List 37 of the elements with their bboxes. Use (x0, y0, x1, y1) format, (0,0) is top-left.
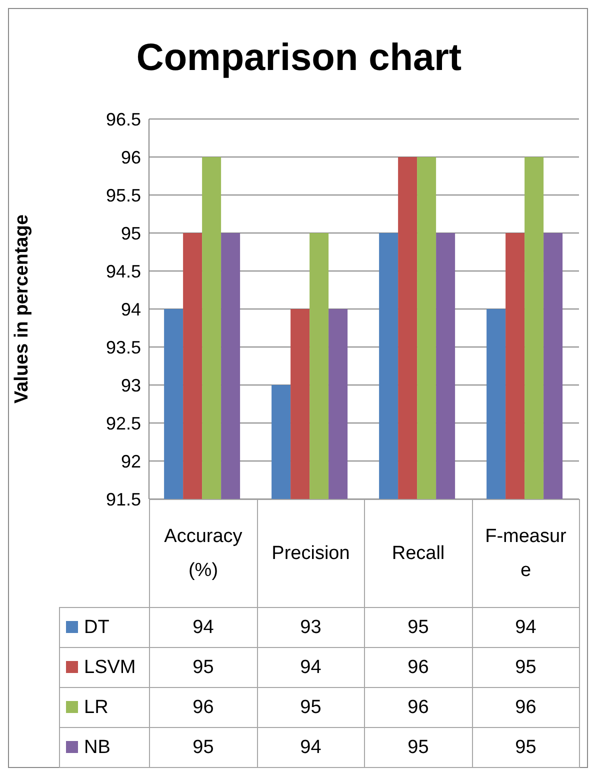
y-tick-label: 92.5 (106, 413, 141, 434)
x-tick-label: Accuracy (%) (150, 500, 257, 608)
data-label: 94 (472, 608, 580, 648)
x-tick-label: Precision (257, 500, 364, 608)
data-label: 96 (364, 648, 472, 688)
legend-label: LSVM (83, 656, 136, 678)
y-tick-label: 93 (120, 375, 141, 396)
data-label: 95 (472, 648, 580, 688)
y-tick-label: 91.5 (106, 489, 141, 510)
y-tick-label: 94.5 (106, 261, 141, 282)
x-tick-label: Recall (364, 500, 472, 608)
data-label: 95 (472, 728, 580, 768)
x-tick-label: F-measure (472, 500, 580, 608)
y-tick-label: 95.5 (106, 185, 141, 206)
y-axis-title: Values in percentage (12, 214, 33, 404)
data-label: 94 (257, 648, 364, 688)
y-tick-label: 95 (120, 223, 141, 244)
data-label: 94 (150, 608, 257, 648)
data-label: 96 (364, 688, 472, 728)
chart-title: Comparison chart (135, 37, 463, 80)
y-tick-label: 96.5 (106, 109, 141, 130)
data-label: 95 (150, 648, 257, 688)
data-label: 95 (150, 728, 257, 768)
data-label: 93 (257, 608, 364, 648)
legend-label: NB (83, 736, 110, 758)
legend-label: DT (83, 616, 110, 638)
data-label: 94 (257, 728, 364, 768)
data-label: 96 (472, 688, 580, 728)
data-label: 96 (150, 688, 257, 728)
y-tick-label: 94 (120, 299, 141, 320)
y-tick-label: 96 (120, 147, 141, 168)
y-tick-label: 93.5 (106, 337, 141, 358)
data-label: 95 (364, 728, 472, 768)
legend-label: LR (83, 696, 108, 718)
y-tick-label: 92 (120, 451, 141, 472)
data-label: 95 (257, 688, 364, 728)
data-label: 95 (364, 608, 472, 648)
